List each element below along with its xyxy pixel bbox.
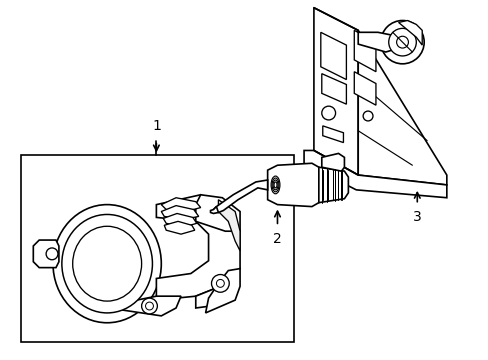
Ellipse shape <box>272 180 277 190</box>
Circle shape <box>46 248 58 260</box>
Circle shape <box>321 106 335 120</box>
Ellipse shape <box>271 178 278 192</box>
Text: 2: 2 <box>273 232 281 246</box>
Circle shape <box>211 275 229 292</box>
Polygon shape <box>398 21 421 45</box>
Polygon shape <box>195 278 225 308</box>
Circle shape <box>216 279 224 287</box>
Polygon shape <box>213 180 267 212</box>
Circle shape <box>363 111 372 121</box>
Polygon shape <box>267 163 318 207</box>
Circle shape <box>388 28 415 56</box>
Polygon shape <box>218 200 240 251</box>
Ellipse shape <box>273 182 276 188</box>
Polygon shape <box>358 32 402 52</box>
Polygon shape <box>205 269 240 313</box>
Polygon shape <box>353 30 375 72</box>
Polygon shape <box>156 195 240 300</box>
Polygon shape <box>353 72 375 105</box>
Ellipse shape <box>53 204 161 323</box>
Circle shape <box>142 298 157 314</box>
Polygon shape <box>195 195 240 231</box>
Polygon shape <box>318 167 347 203</box>
Circle shape <box>380 21 423 64</box>
Polygon shape <box>161 198 200 212</box>
Polygon shape <box>304 150 446 198</box>
Polygon shape <box>164 221 194 234</box>
Polygon shape <box>321 153 344 171</box>
Polygon shape <box>321 74 346 104</box>
Polygon shape <box>358 30 446 185</box>
Polygon shape <box>320 32 346 80</box>
Text: 1: 1 <box>152 119 161 133</box>
Bar <box>21 156 294 342</box>
Ellipse shape <box>73 226 142 301</box>
Text: 3: 3 <box>412 210 421 224</box>
Polygon shape <box>210 207 218 213</box>
Polygon shape <box>161 206 198 219</box>
Circle shape <box>396 36 407 48</box>
Ellipse shape <box>270 176 279 194</box>
Ellipse shape <box>62 215 152 313</box>
Polygon shape <box>322 126 343 143</box>
Polygon shape <box>117 296 181 316</box>
Polygon shape <box>313 8 358 175</box>
Circle shape <box>145 302 153 310</box>
Polygon shape <box>33 240 59 267</box>
Polygon shape <box>163 213 196 227</box>
